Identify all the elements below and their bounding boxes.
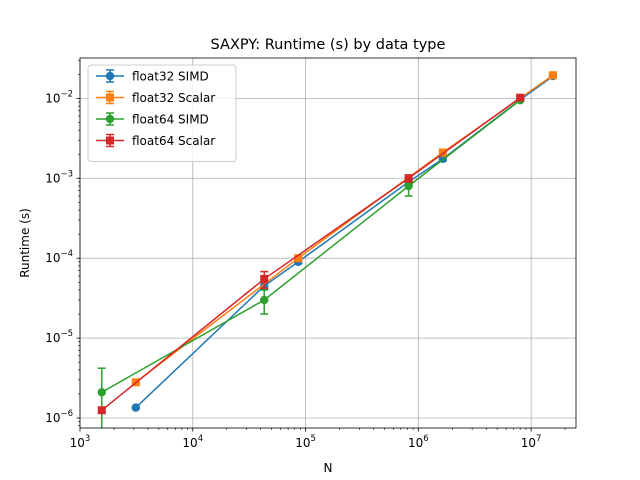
x-tick-label: 104 (182, 434, 203, 450)
legend-marker (106, 136, 114, 145)
y-tick-label: 10−3 (45, 169, 73, 185)
y-axis-label: Runtime (s) (18, 208, 32, 278)
data-point (260, 274, 269, 283)
x-tick-label: 103 (70, 434, 91, 450)
y-tick-label: 10−2 (45, 89, 73, 105)
legend-marker (105, 71, 115, 81)
data-point (438, 148, 447, 157)
legend-frame (87, 64, 237, 162)
series-line-float64-scalar (101, 97, 521, 411)
legend-item: float32 SIMD (96, 69, 209, 84)
chart-title: SAXPY: Runtime (s) by data type (211, 37, 446, 53)
series-line-float64-simd (101, 99, 521, 393)
y-tick-label: 10−5 (45, 329, 73, 345)
data-point (131, 403, 141, 412)
legend-label: float64 Scalar (132, 134, 215, 148)
x-tick-label: 107 (521, 434, 542, 450)
series-float64-scalar (97, 93, 525, 415)
series-layer (97, 71, 558, 428)
data-point (548, 71, 557, 80)
legend-item: float64 SIMD (96, 112, 209, 127)
legend-label: float32 Scalar (132, 91, 215, 105)
ticks: 103 104 105 106 107 10−6 10−5 10−4 10−3 10−2 (45, 59, 566, 450)
y-tick-label: 10−6 (45, 409, 73, 425)
legend-item: float32 Scalar (96, 90, 215, 105)
x-tick-label: 106 (408, 434, 429, 450)
x-tick-label: 105 (295, 434, 316, 450)
x-axis-label: N (324, 461, 333, 475)
y-tick-label: 10−4 (45, 249, 73, 265)
data-point (97, 406, 106, 415)
data-point (97, 388, 106, 397)
data-point (260, 295, 269, 305)
legend-marker (106, 93, 114, 102)
data-point (294, 254, 303, 263)
series-float64-simd (97, 95, 525, 428)
grid (79, 58, 576, 428)
legend-label: float32 SIMD (132, 70, 209, 84)
data-point (516, 93, 525, 102)
legend-marker (105, 114, 115, 124)
legend: float32 SIMD float32 Scalar float64 SIMD fl… (87, 64, 237, 162)
data-point (404, 174, 413, 183)
legend-label: float64 SIMD (132, 113, 209, 127)
plot-frame (79, 57, 577, 429)
data-point (404, 181, 413, 191)
legend-item: float64 Scalar (96, 133, 215, 148)
